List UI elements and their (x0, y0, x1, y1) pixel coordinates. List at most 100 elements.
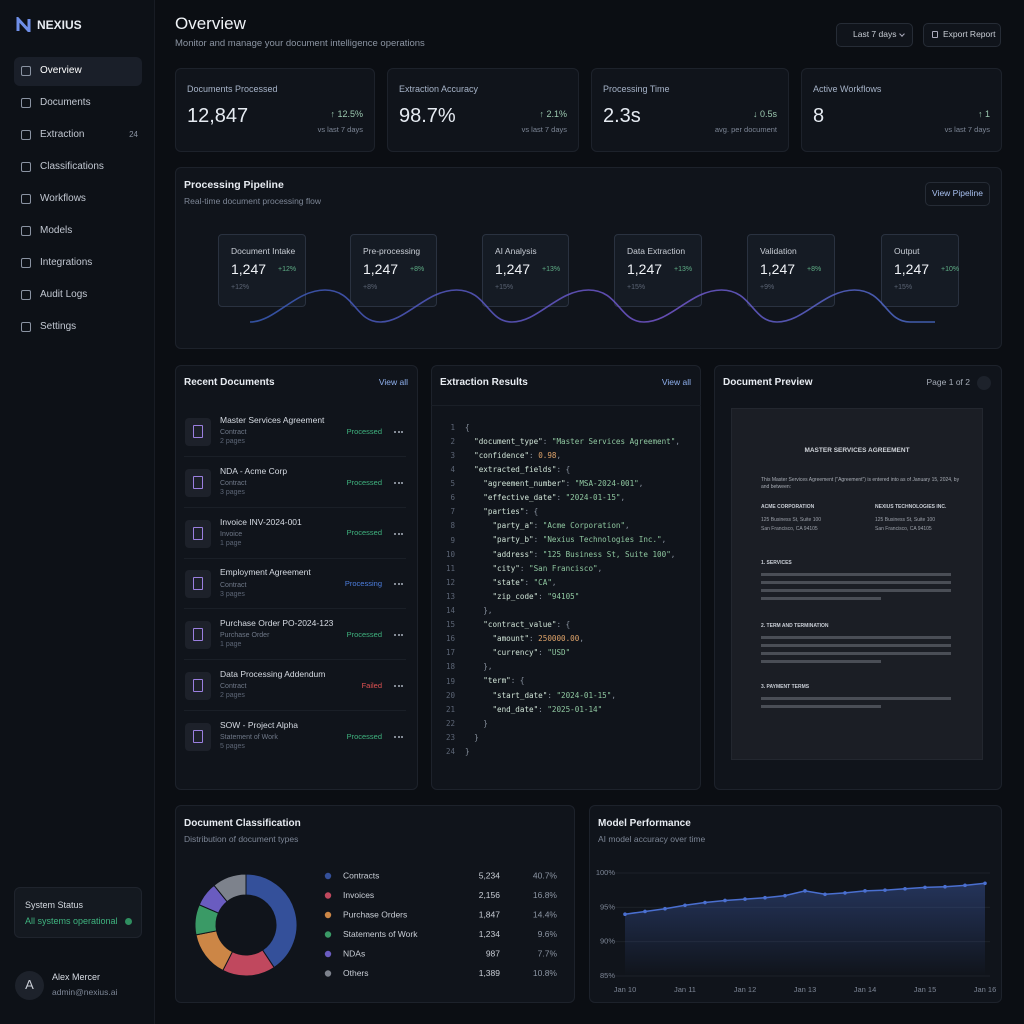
export-button[interactable] (923, 23, 1001, 47)
stage-delta: +8% (410, 266, 425, 274)
nav-label[interactable]: Overview (40, 65, 82, 76)
line-number: 1 (450, 422, 455, 432)
menu-dot[interactable] (394, 532, 396, 535)
kpi-label: Active Workflows (813, 83, 882, 94)
nav-label[interactable]: Audit Logs (40, 289, 88, 300)
party-addr: 125 Business St, Suite 100 (761, 516, 822, 523)
chart-title: Model Performance (598, 818, 691, 829)
text-line (761, 636, 951, 639)
extraction-link[interactable]: View all (661, 377, 691, 388)
stage-sub: +15% (495, 284, 514, 292)
kpi-label: Documents Processed (187, 83, 278, 94)
chart-subtitle: AI model accuracy over time (598, 834, 706, 845)
party-addr: San Francisco, CA 94105 (875, 525, 932, 532)
logo-icon (16, 15, 31, 35)
stage-sub: +9% (760, 284, 775, 292)
doc-name[interactable]: NDA - Acme Corp (220, 465, 288, 476)
divider (431, 405, 701, 406)
stage-sub: +8% (363, 284, 378, 292)
nav-label[interactable]: Integrations (40, 257, 93, 268)
stage-count: 1,247 (894, 261, 930, 278)
divider (184, 506, 406, 508)
code-line: "end_date": "2025-01-14" (492, 704, 603, 714)
menu-dot[interactable] (394, 685, 396, 687)
doc-status: Processed (346, 426, 382, 436)
menu-dot[interactable] (394, 735, 396, 738)
recent-title: Recent Documents (184, 377, 275, 388)
menu-dot[interactable] (397, 481, 400, 484)
menu-dot[interactable] (401, 481, 403, 484)
menu-dot[interactable] (401, 685, 403, 687)
nav-active[interactable] (14, 57, 142, 86)
menu-dot[interactable] (401, 634, 403, 637)
kpi-delta: ↓ 0.5s (752, 108, 777, 119)
stage-delta: +12% (278, 266, 297, 274)
line-number: 15 (445, 620, 455, 630)
menu-dot[interactable] (401, 583, 403, 586)
code-line: }, (465, 605, 493, 615)
pipeline-button[interactable] (925, 182, 990, 206)
text-line (761, 697, 951, 700)
nav-label[interactable]: Models (40, 225, 73, 236)
doc-status: Processing (344, 579, 382, 589)
nav-label[interactable]: Workflows (40, 193, 86, 204)
line-number: 2 (450, 436, 455, 446)
line-number: 10 (445, 549, 455, 559)
text-line (761, 705, 881, 708)
kpi-value: 2.3s (603, 105, 641, 127)
doc-status: Processed (346, 731, 382, 741)
nav-icon (21, 258, 31, 268)
stage-sub: +15% (627, 284, 646, 292)
recent-link[interactable]: View all (378, 377, 408, 388)
nav-icon (21, 290, 31, 300)
menu-dot[interactable] (401, 532, 403, 535)
nav-label[interactable]: Classifications (40, 161, 104, 172)
kpi-note: vs last 7 days (317, 124, 363, 134)
doc-name[interactable]: SOW - Project Alpha (220, 719, 298, 730)
menu-dot[interactable] (394, 431, 396, 433)
export-label[interactable]: Export Report (943, 29, 996, 40)
doc-name[interactable]: Purchase Order PO-2024-123 (220, 618, 334, 629)
menu-dot[interactable] (397, 685, 400, 687)
user-email: admin@nexius.ai (52, 987, 118, 998)
nav-label[interactable]: Settings (40, 321, 77, 332)
range-button[interactable] (836, 23, 913, 47)
menu-dot[interactable] (394, 583, 396, 586)
doc-type: Contract (220, 479, 247, 487)
doc-icon-bg (185, 418, 211, 446)
status-dot (125, 918, 132, 925)
doc-name[interactable]: Master Services Agreement (220, 415, 325, 426)
menu-dot[interactable] (397, 532, 400, 535)
range-label[interactable]: Last 7 days (853, 29, 897, 40)
divider (184, 710, 406, 711)
pipeline-title: Processing Pipeline (184, 178, 284, 191)
menu-dot[interactable] (401, 431, 403, 433)
menu-dot[interactable] (397, 634, 400, 637)
menu-dot[interactable] (394, 481, 396, 484)
next-page[interactable] (977, 376, 991, 390)
menu-dot[interactable] (397, 431, 400, 433)
stage-count: 1,247 (627, 261, 663, 278)
nav-icon (21, 162, 31, 172)
preview-page: Page 1 of 2 (926, 377, 970, 388)
menu-dot[interactable] (394, 634, 396, 637)
nav-label[interactable]: Documents (40, 97, 91, 108)
code-line: } (465, 718, 488, 728)
divider (184, 557, 406, 559)
text-line (761, 660, 881, 663)
doc-name[interactable]: Invoice INV-2024-001 (220, 516, 302, 527)
nav-label[interactable]: Extraction (40, 129, 85, 140)
line-number: 5 (450, 479, 455, 489)
stage-count: 1,247 (760, 261, 796, 278)
menu-dot[interactable] (397, 583, 400, 586)
menu-dot[interactable] (397, 735, 400, 738)
code-line: "currency": "USD" (492, 648, 571, 658)
line-number: 7 (450, 507, 455, 517)
nav-icon (21, 322, 31, 332)
menu-dot[interactable] (401, 735, 403, 738)
doc-name[interactable]: Data Processing Addendum (220, 669, 326, 680)
doc-icon-bg (185, 722, 211, 751)
doc-name[interactable]: Employment Agreement (220, 567, 311, 578)
pipeline-button-label[interactable]: View Pipeline (932, 188, 983, 199)
